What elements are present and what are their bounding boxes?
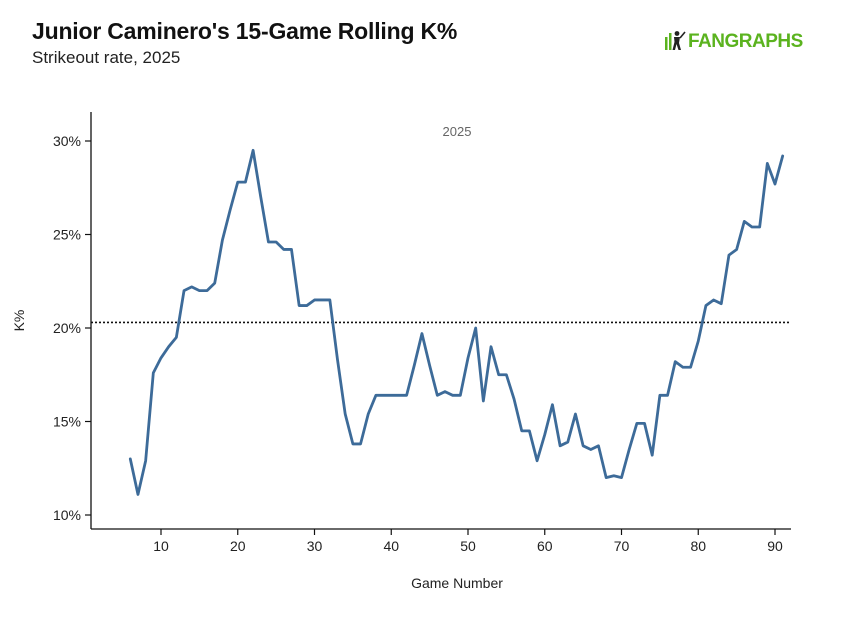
fangraphs-logo: FANGRAPHS (664, 30, 803, 52)
x-tick-label: 70 (614, 538, 630, 554)
x-axis-title: Game Number (411, 575, 503, 591)
x-tick-label: 30 (307, 538, 323, 554)
x-tick-label: 10 (153, 538, 169, 554)
y-tick-label: 10% (53, 507, 81, 523)
x-tick-label: 80 (690, 538, 706, 554)
logo-text: FANGRAPHS (688, 30, 803, 52)
fangraphs-player-icon (665, 31, 686, 50)
x-tick-label: 60 (537, 538, 553, 554)
x-tick-label: 20 (230, 538, 246, 554)
y-tick-label: 30% (53, 133, 81, 149)
chart-title: Junior Caminero's 15-Game Rolling K% (32, 18, 458, 44)
y-tick-label: 25% (53, 227, 81, 243)
y-tick-label: 15% (53, 414, 81, 430)
chart-subtitle: Strikeout rate, 2025 (32, 48, 181, 67)
y-axis-title: K% (11, 310, 27, 332)
x-tick-label: 50 (460, 538, 476, 554)
series-line-0 (128, 148, 785, 496)
season-annotation: 2025 (443, 124, 472, 139)
x-tick-label: 40 (383, 538, 399, 554)
y-tick-label: 20% (53, 320, 81, 336)
x-tick-label: 90 (767, 538, 783, 554)
